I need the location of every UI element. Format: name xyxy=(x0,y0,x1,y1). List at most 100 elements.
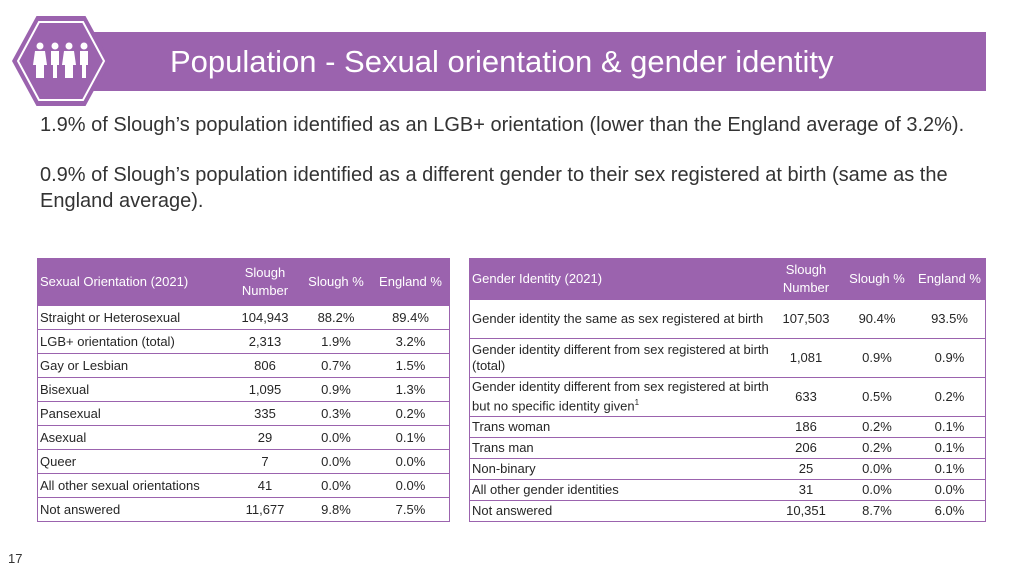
slough-percent: 0.9% xyxy=(840,338,914,378)
column-header: Gender Identity (2021) xyxy=(469,258,772,300)
slough-number: 7 xyxy=(230,449,300,474)
england-percent: 7.5% xyxy=(372,497,450,522)
column-header: England % xyxy=(372,258,450,306)
slough-number: 335 xyxy=(230,401,300,426)
column-header: Slough % xyxy=(300,258,372,306)
slough-number: 31 xyxy=(772,479,840,501)
row-label: Trans woman xyxy=(469,416,772,438)
slough-number: 2,313 xyxy=(230,329,300,354)
england-percent: 3.2% xyxy=(372,329,450,354)
row-label: Not answered xyxy=(469,500,772,522)
table-row: Gender identity different from sex regis… xyxy=(469,338,986,378)
slough-percent: 88.2% xyxy=(300,306,372,330)
england-percent: 1.3% xyxy=(372,377,450,402)
table-row: Gender identity different from sex regis… xyxy=(469,377,986,417)
table-row: Queer 7 0.0% 0.0% xyxy=(37,449,450,474)
table-row: Asexual 29 0.0% 0.1% xyxy=(37,425,450,450)
slough-percent: 0.0% xyxy=(300,449,372,474)
slough-percent: 0.0% xyxy=(300,473,372,498)
table-row: Pansexual 335 0.3% 0.2% xyxy=(37,401,450,426)
england-percent: 0.1% xyxy=(914,437,986,459)
row-label: Gender identity different from sex regis… xyxy=(469,377,772,417)
title-banner: Population - Sexual orientation & gender… xyxy=(88,32,986,91)
column-header: Sexual Orientation (2021) xyxy=(37,258,230,306)
slough-number: 206 xyxy=(772,437,840,459)
sexual-orientation-table: Sexual Orientation (2021) Slough Number … xyxy=(37,258,450,522)
table-row: Gender identity the same as sex register… xyxy=(469,300,986,339)
slough-percent: 0.0% xyxy=(840,479,914,501)
table-row: Gay or Lesbian 806 0.7% 1.5% xyxy=(37,353,450,378)
slough-number: 1,081 xyxy=(772,338,840,378)
column-header: Slough Number xyxy=(230,258,300,306)
summary-gender: 0.9% of Slough’s population identified a… xyxy=(40,164,948,212)
table-header-row: Sexual Orientation (2021) Slough Number … xyxy=(37,258,450,306)
table-row: Trans man 206 0.2% 0.1% xyxy=(469,437,986,459)
slough-percent: 0.5% xyxy=(840,377,914,417)
england-percent: 0.1% xyxy=(914,416,986,438)
england-percent: 0.2% xyxy=(914,377,986,417)
slough-number: 104,943 xyxy=(230,306,300,330)
slough-number: 41 xyxy=(230,473,300,498)
table-row: LGB+ orientation (total) 2,313 1.9% 3.2% xyxy=(37,329,450,354)
table-row: Bisexual 1,095 0.9% 1.3% xyxy=(37,377,450,402)
slough-number: 10,351 xyxy=(772,500,840,522)
slough-percent: 0.3% xyxy=(300,401,372,426)
slough-number: 1,095 xyxy=(230,377,300,402)
slough-percent: 0.0% xyxy=(840,458,914,480)
england-percent: 93.5% xyxy=(914,300,986,339)
row-label: Trans man xyxy=(469,437,772,459)
row-label: Bisexual xyxy=(37,377,230,402)
row-label: Straight or Heterosexual xyxy=(37,306,230,330)
slough-number: 633 xyxy=(772,377,840,417)
table-header-row: Gender Identity (2021) Slough Number Slo… xyxy=(469,258,986,300)
row-label: LGB+ orientation (total) xyxy=(37,329,230,354)
row-label: All other sexual orientations xyxy=(37,473,230,498)
slough-percent: 8.7% xyxy=(840,500,914,522)
slough-percent: 0.2% xyxy=(840,416,914,438)
slough-percent: 90.4% xyxy=(840,300,914,339)
slough-percent: 1.9% xyxy=(300,329,372,354)
england-percent: 0.9% xyxy=(914,338,986,378)
gender-identity-table: Gender Identity (2021) Slough Number Slo… xyxy=(469,258,986,522)
row-label: Pansexual xyxy=(37,401,230,426)
people-group-icon xyxy=(33,42,88,78)
slough-number: 11,677 xyxy=(230,497,300,522)
table-row: Not answered 10,351 8.7% 6.0% xyxy=(469,500,986,522)
footnote-marker: 1 xyxy=(634,398,640,408)
hexagon-outline xyxy=(16,21,106,101)
table-row: All other sexual orientations 41 0.0% 0.0% xyxy=(37,473,450,498)
england-percent: 1.5% xyxy=(372,353,450,378)
page-title: Population - Sexual orientation & gender… xyxy=(170,44,834,79)
england-percent: 0.0% xyxy=(372,473,450,498)
table-row: Trans woman 186 0.2% 0.1% xyxy=(469,416,986,438)
hexagon-badge xyxy=(12,16,110,106)
row-label: Gay or Lesbian xyxy=(37,353,230,378)
slough-percent: 0.0% xyxy=(300,425,372,450)
row-label: Not answered xyxy=(37,497,230,522)
slough-number: 25 xyxy=(772,458,840,480)
summary-lgb: 1.9% of Slough’s population identified a… xyxy=(40,114,965,136)
column-header: Slough % xyxy=(840,258,914,300)
england-percent: 0.0% xyxy=(372,449,450,474)
row-label: Gender identity different from sex regis… xyxy=(469,338,772,378)
england-percent: 0.2% xyxy=(372,401,450,426)
england-percent: 0.0% xyxy=(914,479,986,501)
column-header: Slough Number xyxy=(772,258,840,300)
slough-number: 107,503 xyxy=(772,300,840,339)
slough-number: 186 xyxy=(772,416,840,438)
column-header: England % xyxy=(914,258,986,300)
slough-percent: 0.7% xyxy=(300,353,372,378)
row-label: Queer xyxy=(37,449,230,474)
table-row: Non-binary 25 0.0% 0.1% xyxy=(469,458,986,480)
slough-number: 29 xyxy=(230,425,300,450)
slough-percent: 0.9% xyxy=(300,377,372,402)
table-row: Straight or Heterosexual 104,943 88.2% 89.4… xyxy=(37,306,450,330)
slough-number: 806 xyxy=(230,353,300,378)
row-label: Gender identity the same as sex register… xyxy=(469,300,772,339)
england-percent: 0.1% xyxy=(914,458,986,480)
table-row: All other gender identities 31 0.0% 0.0% xyxy=(469,479,986,501)
slough-percent: 0.2% xyxy=(840,437,914,459)
row-label: All other gender identities xyxy=(469,479,772,501)
summary-text: 1.9% of Slough’s population identified a… xyxy=(40,112,980,214)
row-label: Non-binary xyxy=(469,458,772,480)
